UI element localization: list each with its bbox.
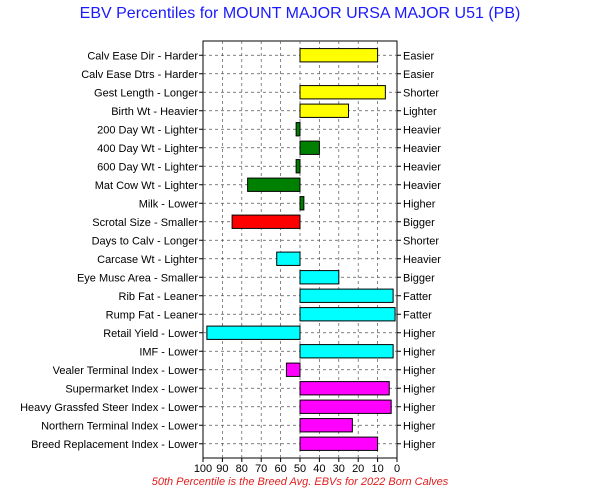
trait-label-left: Carcase Wt - Lighter [97, 254, 198, 266]
trait-label-right: Shorter [403, 235, 439, 247]
trait-label-right: Heavier [403, 254, 441, 266]
percentile-bar [206, 325, 301, 340]
x-tick-label: 90 [216, 463, 228, 475]
trait-label-left: Milk - Lower [139, 198, 199, 210]
trait-label-right: Fatter [403, 291, 432, 303]
percentile-bar [295, 159, 301, 174]
trait-label-right: Shorter [403, 87, 439, 99]
trait-label-left: Calv Ease Dtrs - Harder [81, 69, 198, 81]
trait-label-left: 400 Day Wt - Lighter [97, 143, 198, 155]
x-tick-label: 0 [394, 463, 400, 475]
trait-label-left: Rib Fat - Leaner [119, 291, 199, 303]
trait-label-left: 200 Day Wt - Lighter [97, 124, 198, 136]
x-tick-label: 40 [313, 463, 325, 475]
percentile-bar [299, 307, 396, 322]
percentile-bar [299, 270, 340, 285]
percentile-bar [299, 48, 379, 63]
trait-label-right: Lighter [403, 106, 437, 118]
trait-label-right: Heavier [403, 124, 441, 136]
x-tick-label: 50 [294, 463, 306, 475]
trait-label-left: 600 Day Wt - Lighter [97, 161, 198, 173]
trait-label-left: Birth Wt - Heavier [111, 106, 198, 118]
x-tick-label: 60 [274, 463, 286, 475]
percentile-bar [299, 436, 379, 451]
trait-label-right: Bigger [403, 272, 435, 284]
trait-label-left: Heavy Grassfed Steer Index - Lower [20, 402, 198, 414]
x-tick-label: 10 [371, 463, 383, 475]
trait-label-left: Vealer Terminal Index - Lower [53, 365, 199, 377]
trait-label-right: Higher [403, 420, 436, 432]
percentile-bar [299, 196, 305, 211]
x-tick-label: 70 [255, 463, 267, 475]
trait-label-left: Breed Replacement Index - Lower [31, 439, 198, 451]
percentile-bar [299, 85, 386, 100]
percentile-bar [276, 251, 301, 266]
trait-label-left: Northern Terminal Index - Lower [41, 420, 198, 432]
trait-label-left: Calv Ease Dir - Harder [87, 50, 198, 62]
chart-footnote: 50th Percentile is the Breed Avg. EBVs f… [151, 476, 449, 488]
trait-label-right: Heavier [403, 161, 441, 173]
trait-label-right: Easier [403, 69, 435, 81]
percentile-bar [285, 362, 301, 377]
trait-label-left: Supermarket Index - Lower [65, 383, 198, 395]
percentile-bar [295, 122, 301, 137]
trait-label-left: Retail Yield - Lower [103, 328, 198, 340]
trait-label-right: Higher [403, 365, 436, 377]
percentile-bar [299, 399, 392, 414]
x-tick-label: 20 [352, 463, 364, 475]
trait-label-left: Mat Cow Wt - Lighter [95, 180, 199, 192]
percentile-bar [231, 214, 301, 229]
trait-label-right: Higher [403, 328, 436, 340]
trait-label-left: Gest Length - Longer [94, 87, 198, 99]
trait-label-right: Higher [403, 346, 436, 358]
percentile-bar [299, 381, 390, 396]
x-tick-label: 100 [194, 463, 212, 475]
x-tick-label: 30 [333, 463, 345, 475]
percentile-bar [247, 177, 301, 192]
percentile-bar [299, 418, 353, 433]
percentile-bar [299, 103, 349, 118]
trait-label-left: Days to Calv - Longer [92, 235, 199, 247]
trait-label-right: Higher [403, 402, 436, 414]
percentile-bar [299, 288, 394, 303]
trait-label-right: Higher [403, 383, 436, 395]
trait-label-right: Bigger [403, 217, 435, 229]
trait-label-right: Fatter [403, 309, 432, 321]
trait-label-left: Rump Fat - Leaner [106, 309, 199, 321]
trait-label-left: Eye Musc Area - Smaller [77, 272, 198, 284]
trait-label-left: IMF - Lower [139, 346, 198, 358]
x-tick-label: 80 [236, 463, 248, 475]
percentile-bar [299, 344, 394, 359]
trait-label-right: Easier [403, 50, 435, 62]
trait-label-right: Heavier [403, 143, 441, 155]
trait-label-left: Scrotal Size - Smaller [92, 217, 198, 229]
chart-title: EBV Percentiles for MOUNT MAJOR URSA MAJ… [79, 5, 521, 22]
trait-label-right: Higher [403, 198, 436, 210]
percentile-bar [299, 140, 320, 155]
trait-label-right: Heavier [403, 180, 441, 192]
trait-label-right: Higher [403, 439, 436, 451]
